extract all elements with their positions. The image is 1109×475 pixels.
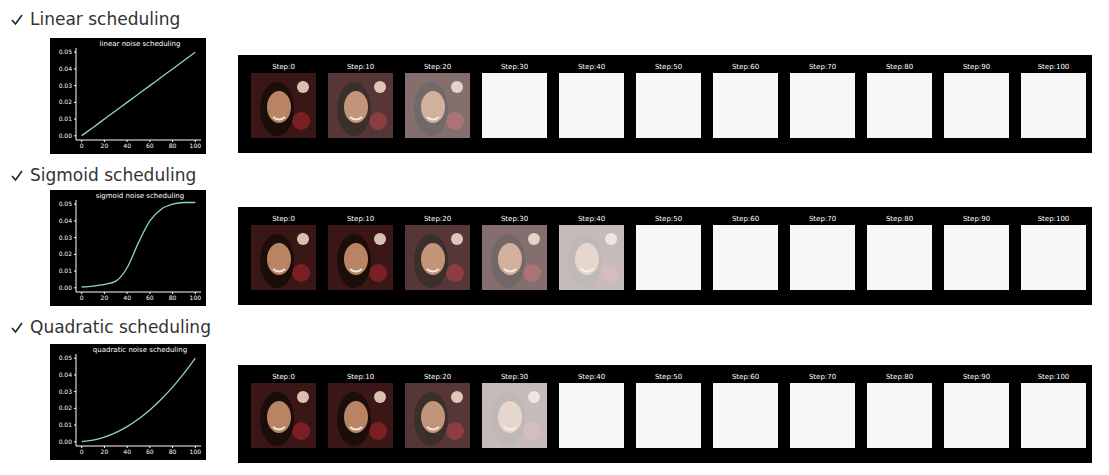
html-text:Step:20: Step:20 (423, 63, 452, 71)
svg-text:0.05: 0.05 (59, 200, 73, 207)
svg-text:0.00: 0.00 (59, 284, 73, 291)
html-text:Step:50: Step:50 (654, 63, 683, 71)
svg-text:0.03: 0.03 (59, 82, 73, 89)
html-text:Step:60: Step:60 (731, 373, 760, 381)
html-text:Step:90: Step:90 (962, 63, 991, 71)
svg-text:0.00: 0.00 (59, 438, 73, 445)
svg-text:0: 0 (80, 448, 84, 455)
html-text:Step:40: Step:40 (577, 215, 606, 223)
html-text:sigmoid noise scheduling: sigmoid noise scheduling (95, 192, 185, 200)
html-text:Step:100: Step:100 (1037, 215, 1070, 223)
html-text:Step:80: Step:80 (885, 215, 914, 223)
html-text:Step:70: Step:70 (808, 373, 837, 381)
html-text:Step:50: Step:50 (654, 215, 683, 223)
html-text:Step:70: Step:70 (808, 63, 837, 71)
svg-text:0.04: 0.04 (59, 65, 73, 72)
html-text:Step:100: Step:100 (1037, 373, 1070, 381)
html-text:Step:10: Step:10 (346, 215, 375, 223)
html-text:linear noise scheduling: linear noise scheduling (99, 40, 181, 48)
svg-text:0: 0 (80, 294, 84, 301)
html-text:Step:30: Step:30 (500, 215, 529, 223)
svg-text:0.03: 0.03 (59, 388, 73, 395)
svg-text:100: 100 (190, 294, 202, 301)
svg-text:40: 40 (123, 142, 131, 149)
svg-text:80: 80 (169, 294, 177, 301)
html-text:Step:70: Step:70 (808, 215, 837, 223)
svg-text:100: 100 (190, 142, 202, 149)
html-text:Step:100: Step:100 (1037, 63, 1070, 71)
svg-text:20: 20 (101, 142, 109, 149)
svg-text:80: 80 (169, 448, 177, 455)
html-text:Step:40: Step:40 (577, 373, 606, 381)
svg-text:0.01: 0.01 (59, 115, 73, 122)
html-text:Step:90: Step:90 (962, 373, 991, 381)
html-text:quadratic noise scheduling: quadratic noise scheduling (92, 346, 188, 354)
html-text:Step:30: Step:30 (500, 373, 529, 381)
svg-text:80: 80 (169, 142, 177, 149)
html-text:Step:80: Step:80 (885, 63, 914, 71)
html-text:Step:20: Step:20 (423, 373, 452, 381)
svg-text:0.01: 0.01 (59, 421, 73, 428)
svg-text:0.04: 0.04 (59, 371, 73, 378)
html-text:Linear scheduling: Linear scheduling (30, 9, 181, 29)
html-text:Sigmoid scheduling: Sigmoid scheduling (30, 165, 197, 185)
html-text:Step:60: Step:60 (731, 215, 760, 223)
svg-text:100: 100 (190, 448, 202, 455)
svg-text:20: 20 (101, 294, 109, 301)
html-text:Step:80: Step:80 (885, 373, 914, 381)
svg-text:0.01: 0.01 (59, 267, 73, 274)
svg-text:60: 60 (146, 142, 154, 149)
svg-text:0.05: 0.05 (59, 354, 73, 361)
svg-text:0.04: 0.04 (59, 217, 73, 224)
html-text:Step:90: Step:90 (962, 215, 991, 223)
html-text:Step:10: Step:10 (346, 373, 375, 381)
html-text:Step:60: Step:60 (731, 63, 760, 71)
svg-text:0.02: 0.02 (59, 404, 73, 411)
svg-text:0.05: 0.05 (59, 48, 73, 55)
html-text:Step:40: Step:40 (577, 63, 606, 71)
html-text:Step:0: Step:0 (272, 215, 295, 223)
svg-text:40: 40 (123, 294, 131, 301)
svg-text:20: 20 (101, 448, 109, 455)
svg-text:60: 60 (146, 294, 154, 301)
html-text:Step:50: Step:50 (654, 373, 683, 381)
html-text:Step:20: Step:20 (423, 215, 452, 223)
svg-text:0: 0 (80, 142, 84, 149)
svg-text:0.02: 0.02 (59, 98, 73, 105)
html-text:Step:0: Step:0 (272, 63, 295, 71)
svg-text:0.02: 0.02 (59, 250, 73, 257)
html-text:Step:0: Step:0 (272, 373, 295, 381)
svg-text:40: 40 (123, 448, 131, 455)
html-text:Step:10: Step:10 (346, 63, 375, 71)
svg-text:0.03: 0.03 (59, 234, 73, 241)
svg-text:0.00: 0.00 (59, 132, 73, 139)
svg-text:60: 60 (146, 448, 154, 455)
html-text:Quadratic scheduling: Quadratic scheduling (30, 317, 211, 337)
html-text:Step:30: Step:30 (500, 63, 529, 71)
